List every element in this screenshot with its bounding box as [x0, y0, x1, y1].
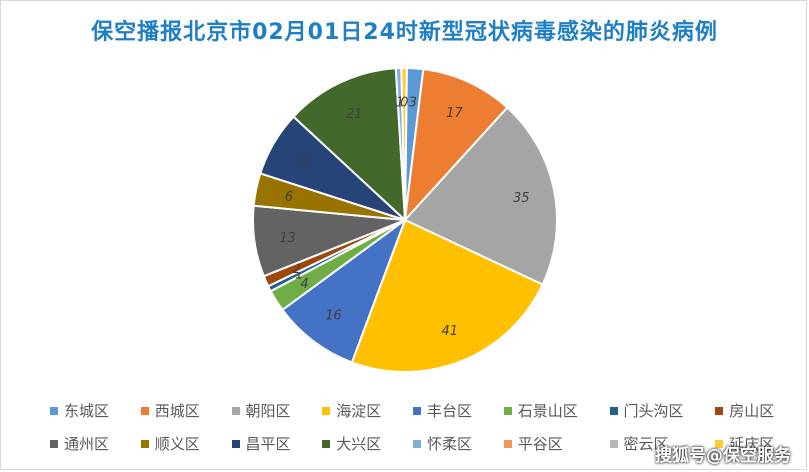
- legend-swatch-6: [609, 406, 618, 415]
- data-label-7: 2: [292, 262, 300, 277]
- legend-label-13: 平谷区: [517, 435, 563, 453]
- legend-label-12: 怀柔区: [427, 435, 473, 453]
- data-label-1: 17: [446, 106, 463, 121]
- legend-item-4: 丰台区: [413, 400, 488, 421]
- data-label-11: 21: [346, 107, 363, 122]
- legend-swatch-10: [231, 439, 240, 448]
- legend-label-4: 丰台区: [427, 402, 473, 420]
- legend-label-2: 朝阳区: [245, 402, 291, 420]
- legend-item-7: 房山区: [715, 400, 790, 421]
- data-label-3: 41: [442, 324, 459, 339]
- data-label-10: 12: [294, 154, 311, 169]
- pie-slice-3: [350, 218, 544, 373]
- legend-swatch-2: [231, 406, 240, 415]
- legend-item-2: 朝阳区: [231, 400, 307, 421]
- legend-item-11: 大兴区: [322, 433, 397, 454]
- legend-swatch-9: [140, 439, 149, 448]
- legend-item-13: 平谷区: [503, 433, 594, 454]
- legend-item-1: 西城区: [140, 400, 216, 421]
- legend-swatch-14: [609, 439, 618, 448]
- legend-label-14: 密云区: [623, 435, 669, 453]
- legend-swatch-0: [50, 406, 58, 415]
- pie-slice-15: [400, 67, 408, 221]
- data-label-6: 1: [295, 268, 303, 283]
- legend-swatch-8: [50, 439, 58, 448]
- legend-swatch-13: [503, 439, 512, 448]
- legend-label-0: 东城区: [64, 402, 110, 420]
- legend-item-8: 通州区: [50, 433, 125, 454]
- legend-label-5: 石景山区: [517, 402, 578, 420]
- legend-item-3: 海淀区: [322, 400, 397, 421]
- legend-swatch-7: [715, 406, 724, 415]
- pie-slice-4: [281, 217, 408, 364]
- legend-label-10: 昌平区: [245, 435, 291, 453]
- legend-label-11: 大兴区: [336, 435, 382, 453]
- pie-slice-1: [403, 67, 509, 223]
- data-label-12: 1: [396, 96, 404, 111]
- data-label-5: 4: [300, 277, 308, 292]
- legend-label-3: 海淀区: [336, 402, 382, 420]
- legend-label-6: 门头沟区: [623, 402, 684, 420]
- data-label-15: 0: [400, 95, 408, 110]
- legend-item-12: 怀柔区: [413, 433, 488, 454]
- watermark-text: 搜狐号@保空服务: [655, 446, 791, 466]
- legend-swatch-4: [413, 406, 421, 415]
- legend-item-0: 东城区: [50, 400, 125, 421]
- legend-label-15: 延庆区: [729, 435, 775, 453]
- pie-slice-2: [403, 106, 558, 286]
- legend-swatch-11: [322, 439, 331, 448]
- data-label-4: 16: [325, 309, 342, 324]
- data-label-9: 6: [285, 190, 293, 205]
- legend-swatch-5: [503, 406, 512, 415]
- legend: 东城区 西城区 朝阳区 海淀区 丰台区 石景山区 门头沟区 房山区通州区 顺义区 昌平区 大兴区 怀柔…: [50, 400, 790, 454]
- legend-label-8: 通州区: [64, 435, 110, 453]
- legend-item-14: 密云区: [609, 433, 700, 454]
- legend-item-15: 延庆区: [715, 433, 790, 454]
- legend-swatch-1: [140, 406, 149, 415]
- data-label-8: 13: [279, 231, 296, 246]
- legend-label-1: 西城区: [154, 402, 200, 420]
- legend-item-9: 顺义区: [140, 433, 216, 454]
- chart-title: 保空播报北京市02月01日24时新型冠状病毒感染的肺炎病例: [91, 20, 718, 45]
- data-label-2: 35: [513, 191, 530, 206]
- pie-slice-11: [292, 67, 407, 223]
- legend-swatch-12: [413, 439, 421, 448]
- data-label-0: 3: [409, 96, 417, 111]
- legend-swatch-3: [322, 406, 331, 415]
- legend-swatch-15: [715, 439, 724, 448]
- legend-item-5: 石景山区: [503, 400, 594, 421]
- legend-label-9: 顺义区: [154, 435, 200, 453]
- legend-item-10: 昌平区: [231, 433, 307, 454]
- legend-item-6: 门头沟区: [609, 400, 700, 421]
- legend-label-7: 房山区: [729, 402, 775, 420]
